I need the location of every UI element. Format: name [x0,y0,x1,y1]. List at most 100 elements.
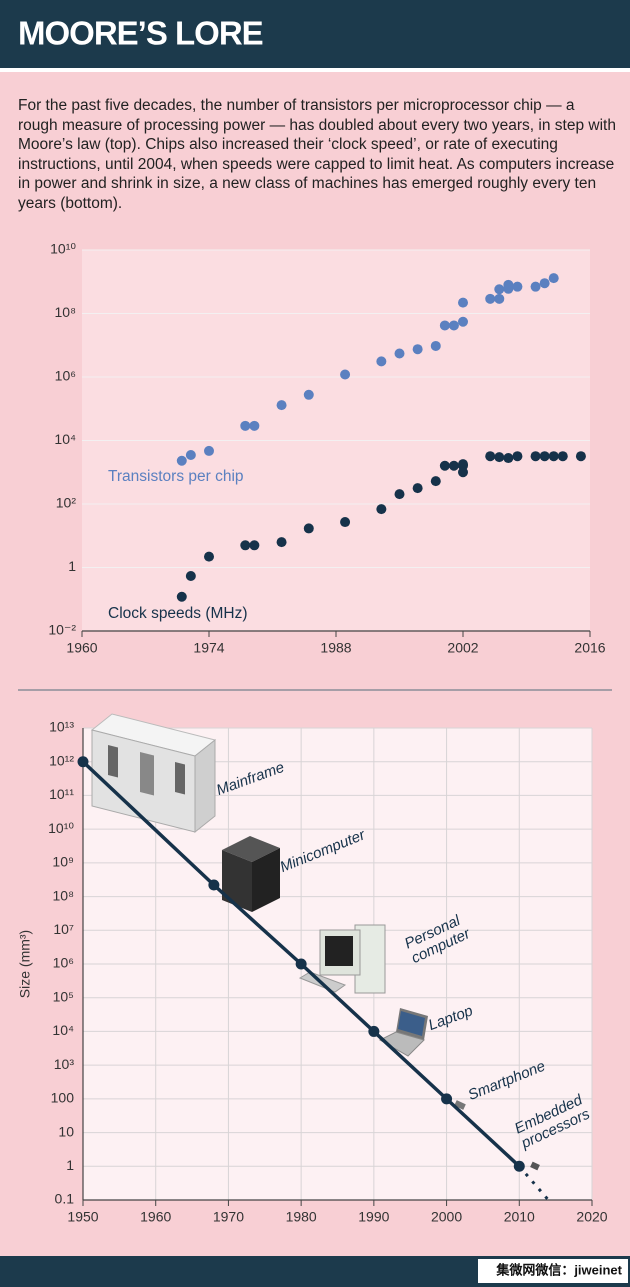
footer-box [478,1259,628,1283]
point [208,879,220,891]
x-tick-label: 1970 [213,1209,244,1225]
x-tick-label: 2016 [574,640,605,656]
smartphone-icon [454,1100,466,1110]
point [530,451,541,462]
point [530,281,541,292]
x-tick-label: 2000 [431,1209,462,1225]
point [303,523,314,534]
y-tick-label: 1 [66,1157,74,1173]
y-tick-label: 10⁵ [53,988,74,1004]
x-tick-label: 1974 [193,640,224,656]
y-tick-label: 0.1 [55,1191,75,1207]
icons [90,713,540,1171]
point [394,348,405,359]
series-label: Clock speeds (MHz) [108,605,248,622]
point [539,451,550,462]
point [430,476,441,487]
point [240,420,251,431]
intro-text: For the past five decades, the number of… [18,97,616,212]
x-tick-label: 1988 [320,640,351,656]
point [376,356,387,367]
line [81,760,521,1168]
point [458,316,468,327]
minicomputer-icon [222,836,280,912]
point [430,340,441,351]
laptop-icon [378,1008,428,1057]
point [458,459,468,470]
point [458,297,468,308]
point [376,504,387,515]
point [412,344,423,355]
point [539,278,550,289]
point [185,449,196,460]
y-tick-label: 10⁸ [53,887,75,903]
x-tick-label: 2010 [504,1209,535,1225]
y-tick-label: 10¹² [49,752,74,768]
point [303,389,314,400]
y-axis-label: Size (mm³) [17,930,33,998]
point [185,570,196,581]
pc-icon [298,924,386,994]
point [448,460,459,471]
x-tick-label: 1960 [140,1209,171,1225]
point [276,400,287,411]
y-tick-label: 10¹⁰ [48,820,74,836]
y-tick-label: 10⁸ [55,304,77,320]
y-tick-label: 10⁻² [48,622,76,638]
point [485,451,496,462]
header-bar [0,0,630,68]
y-tick-label: 10³ [54,1056,75,1072]
x-tick-label: 2002 [447,640,478,656]
point [77,756,89,768]
point [439,320,450,331]
y-tick-label: 10¹¹ [49,786,74,802]
point [412,483,423,494]
x-tick-label: 2020 [576,1209,607,1225]
point [494,293,505,304]
point [276,537,287,548]
point [340,517,351,528]
point [512,451,523,462]
point [439,460,450,471]
y-tick-label: 100 [51,1090,75,1106]
point [340,369,351,380]
chip-icon [530,1161,540,1171]
x-tick-label: 1950 [67,1209,98,1225]
y-tick-label: 10¹³ [49,719,74,735]
point [441,1093,453,1105]
point [368,1025,380,1037]
point [458,467,468,478]
y-tick-label: 1 [68,558,76,574]
point [503,283,514,294]
point [249,420,260,431]
point [204,445,214,456]
point [575,451,586,462]
y-tick-label: 10¹⁰ [50,241,76,257]
y-tick-label: 10⁹ [52,854,74,870]
point [176,591,187,602]
point [548,451,559,462]
x-tick-label: 1960 [66,640,97,656]
point [503,453,514,464]
x-tick-label: 1980 [286,1209,317,1225]
point [448,320,459,331]
y-tick-label: 10⁷ [53,921,74,937]
point [494,452,505,463]
y-tick-label: 10⁶ [53,955,74,971]
point [176,455,187,466]
point [548,273,559,284]
line [518,1165,550,1201]
y-tick-label: 10⁶ [55,368,76,384]
point [295,958,307,970]
page-title: MOORE’S LORE [18,15,263,52]
y-tick-label: 10⁴ [54,431,76,447]
y-tick-label: 10⁴ [52,1022,74,1038]
y-tick-label: 10 [58,1123,74,1139]
point [494,284,505,295]
point [557,451,568,462]
x-tick-label: 1990 [358,1209,389,1225]
point [485,293,496,304]
mainframe-icon [90,713,217,834]
